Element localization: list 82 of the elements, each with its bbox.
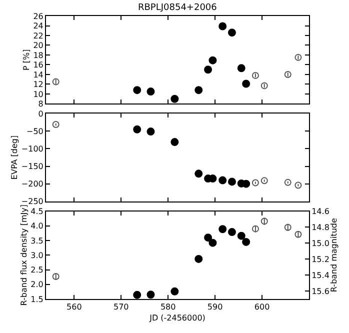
point	[218, 22, 227, 30]
point	[146, 128, 155, 136]
point	[242, 180, 250, 188]
y-tick-label: −200	[21, 180, 44, 189]
y-tick-label: 2.5	[30, 266, 44, 275]
y2-tick-label: 14.6	[312, 207, 330, 216]
y-tick-label: −150	[21, 162, 44, 172]
y2-tick-label: 14.8	[312, 223, 330, 232]
point	[252, 179, 259, 186]
point	[204, 66, 212, 74]
y-tick-label: 3.5	[30, 236, 44, 246]
point	[133, 125, 142, 134]
y-tick-label: 26	[33, 12, 44, 21]
point	[284, 70, 292, 78]
point	[194, 170, 203, 178]
point	[52, 272, 60, 280]
y2-tick-label: 15.4	[312, 270, 330, 280]
y-tick-label: 22	[33, 31, 44, 40]
point	[252, 225, 259, 232]
point	[228, 228, 236, 236]
point	[170, 287, 179, 296]
x-tick-label: 580	[160, 302, 176, 312]
y-tick-label: 1.5	[30, 294, 44, 304]
y2-tick-label: 15.6	[312, 286, 330, 296]
point	[146, 88, 155, 96]
point	[228, 178, 236, 186]
y-tick-label: 10	[33, 90, 44, 99]
point	[133, 290, 142, 299]
y-tick-label: 2.0	[30, 280, 44, 290]
point	[260, 82, 268, 90]
point	[260, 218, 268, 225]
point	[237, 64, 246, 72]
point	[133, 86, 142, 94]
x-tick-label: 600	[254, 302, 270, 312]
point	[208, 56, 217, 64]
chart-title: RBPLJ0854+2006	[138, 3, 218, 13]
point	[242, 238, 250, 246]
x-tick-label: 570	[114, 302, 129, 312]
y-axis-title: P [%]	[22, 49, 31, 70]
x-tick-label: 560	[66, 302, 82, 312]
y2-tick-label: 15.2	[312, 254, 330, 264]
y-tick-label: 12	[33, 80, 44, 90]
y-tick-label: 4.5	[30, 207, 44, 216]
point	[284, 178, 292, 186]
point	[208, 238, 217, 247]
y-axis-title: EVPA [deg]	[10, 135, 20, 180]
y-tick-label: 16	[33, 60, 44, 70]
y2-axis-title: R-band magnitude	[330, 218, 339, 292]
y2-tick-label: 15.0	[312, 238, 330, 248]
y-tick-label: 18	[33, 50, 44, 60]
point	[260, 177, 268, 184]
y-tick-label: −100	[21, 144, 44, 154]
point	[284, 224, 292, 231]
point	[52, 78, 60, 86]
point	[218, 176, 227, 184]
x-axis-title: JD (-2456000)	[148, 314, 206, 323]
point	[294, 230, 302, 238]
point	[294, 182, 302, 189]
point	[170, 94, 179, 103]
point	[218, 225, 227, 234]
y-axis-title: R-band flux density [mJy]	[19, 204, 28, 306]
point	[242, 80, 250, 88]
y-tick-label: 3.0	[30, 250, 44, 260]
point	[204, 234, 212, 242]
point	[252, 72, 259, 79]
point	[294, 54, 302, 61]
y-tick-label: 4.0	[30, 222, 44, 231]
point	[146, 290, 155, 299]
x-tick-label: 590	[207, 302, 223, 312]
point	[237, 232, 246, 240]
point	[52, 121, 60, 128]
y-tick-label: 24	[33, 22, 44, 31]
y-tick-label: 0	[38, 109, 44, 118]
y-tick-label: 14	[33, 70, 44, 80]
point	[228, 28, 236, 37]
y-tick-label: 20	[33, 41, 44, 50]
point	[194, 86, 203, 94]
y-tick-label: 8	[38, 100, 44, 109]
y-tick-label: −250	[21, 197, 44, 206]
point	[194, 254, 203, 263]
y-tick-label: −50	[26, 126, 44, 136]
point	[170, 138, 179, 146]
